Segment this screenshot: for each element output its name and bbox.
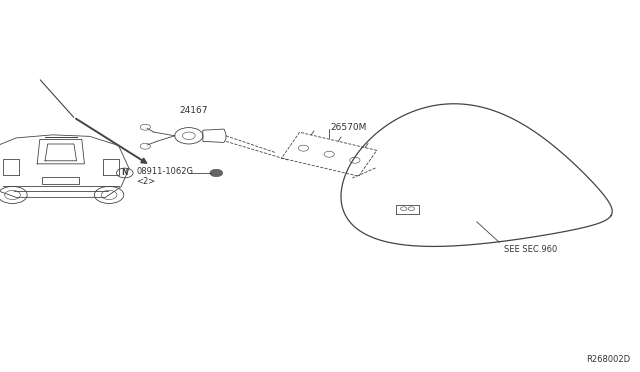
Bar: [42, 177, 79, 184]
Text: SEE SEC.960: SEE SEC.960: [504, 245, 557, 254]
Text: <2>: <2>: [136, 177, 156, 186]
Text: 08911-1062G: 08911-1062G: [136, 167, 193, 176]
Text: 26570M: 26570M: [330, 123, 367, 132]
Circle shape: [210, 169, 223, 177]
Text: N: N: [122, 169, 128, 177]
Text: 24167: 24167: [180, 106, 208, 115]
Text: R268002D: R268002D: [586, 355, 630, 364]
